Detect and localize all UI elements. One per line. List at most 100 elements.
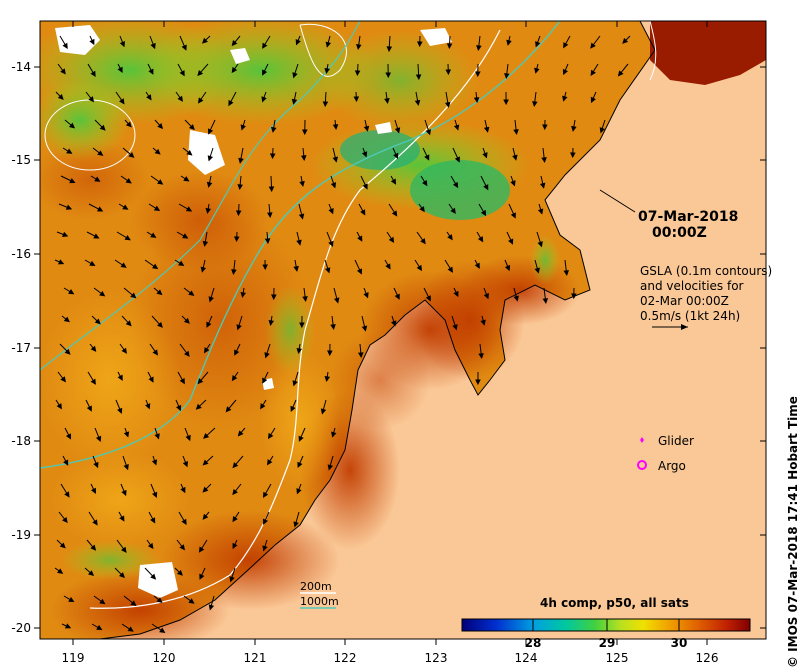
velocity-arrow-head <box>330 182 337 189</box>
velocity-arrow-head <box>125 320 132 327</box>
velocity-arrow-head <box>363 292 369 299</box>
legend-glider: Glider <box>640 434 694 448</box>
velocity-arrow-head <box>330 324 336 331</box>
velocity-arrow-head <box>197 378 204 385</box>
velocity-arrow-head <box>332 156 338 163</box>
velocity-arrow-head <box>89 260 96 267</box>
velocity-arrow-head <box>453 124 460 131</box>
velocity-arrow-head <box>447 266 453 273</box>
velocity-arrow-head <box>506 39 512 46</box>
isobath-200m-north <box>649 21 657 81</box>
lat-tick-label: -14 <box>11 60 31 74</box>
velocity-arrow-head <box>266 212 273 219</box>
velocity-arrow-head <box>197 97 204 104</box>
velocity-arrow-head <box>324 375 331 382</box>
velocity-arrow-head <box>93 461 99 469</box>
velocity-arrow-head <box>68 596 75 603</box>
velocity-arrow-head <box>302 129 308 136</box>
velocity-arrow-head <box>240 124 246 131</box>
velocity-arrow-head <box>237 184 243 191</box>
velocity-arrow-head <box>271 294 277 301</box>
lat-tick-label: -18 <box>11 434 31 448</box>
isobath-legend: 200m 1000m <box>300 580 339 609</box>
velocity-arrow-head <box>480 319 486 326</box>
velocity-arrow-head <box>63 459 69 466</box>
velocity-arrow-head <box>513 129 519 136</box>
velocity-arrow-head <box>299 322 305 329</box>
velocity-arrow-head <box>331 431 337 438</box>
colorbar-tick-label: 28 <box>525 636 542 650</box>
legend-argo-label: Argo <box>658 459 686 473</box>
velocity-arrow-head <box>156 289 163 296</box>
velocity-arrow-head <box>94 176 101 182</box>
velocity-arrow-head <box>240 291 247 298</box>
velocity-arrow-head <box>96 206 104 212</box>
velocity-arrow-head <box>186 149 193 156</box>
velocity-arrow-head <box>300 155 307 162</box>
velocity-arrow-head <box>198 546 205 553</box>
lat-tick-label: -16 <box>11 247 31 261</box>
velocity-arrow-head <box>150 573 157 580</box>
velocity-arrow-head <box>69 178 76 184</box>
lat-tick-label: -17 <box>11 341 31 355</box>
velocity-arrow-head <box>539 182 546 189</box>
velocity-arrow-head <box>90 345 97 352</box>
velocity-arrow-head <box>65 433 72 440</box>
velocity-arrow-head <box>157 321 163 328</box>
velocity-arrow-head <box>394 127 401 134</box>
velocity-arrow-head <box>62 42 68 49</box>
velocity-arrow-head <box>425 295 431 302</box>
velocity-arrow-head <box>235 210 242 217</box>
velocity-arrow-head <box>60 68 66 75</box>
velocity-arrow-head <box>64 623 72 629</box>
lon-tick-label: 120 <box>153 651 176 665</box>
velocity-arrow-head <box>590 96 596 104</box>
velocity-arrow-head <box>125 121 132 128</box>
velocity-arrow-head <box>296 239 302 246</box>
velocity-arrow-head <box>474 262 480 269</box>
velocity-arrow-head <box>302 296 308 303</box>
velocity-arrow-head <box>57 568 64 574</box>
velocity-arrow-head <box>95 435 102 443</box>
velocity-arrow-head <box>483 126 490 133</box>
velocity-arrow-head <box>119 41 126 48</box>
velocity-arrow-head <box>231 374 238 382</box>
velocity-arrow-head <box>328 240 334 247</box>
velocity-arrow-head <box>532 101 538 108</box>
velocity-arrow-head <box>88 570 95 577</box>
velocity-arrow-head <box>202 459 209 466</box>
velocity-arrow-head <box>197 69 204 77</box>
velocity-arrow-head <box>203 432 210 439</box>
velocity-arrow-head <box>475 71 481 78</box>
velocity-arrow-head <box>322 101 329 108</box>
velocity-arrow-head <box>128 152 135 158</box>
velocity-arrow-head <box>208 296 214 303</box>
velocity-arrow-head <box>201 37 208 44</box>
velocity-arrow-head <box>537 241 543 248</box>
velocity-arrow-head <box>236 324 242 331</box>
velocity-arrow-head <box>64 348 71 355</box>
velocity-arrow-head <box>261 96 267 103</box>
velocity-arrow-head <box>480 209 487 217</box>
velocity-arrow-head <box>57 259 65 265</box>
velocity-arrow-head <box>121 546 127 553</box>
velocity-arrow-head <box>152 349 159 356</box>
velocity-arrow-head <box>262 69 268 76</box>
velocity-arrow-head <box>181 44 187 51</box>
velocity-arrow-head <box>446 43 453 50</box>
velocity-arrow-head <box>453 290 459 298</box>
velocity-arrow-head <box>150 517 156 524</box>
lon-tick-label: 122 <box>334 651 357 665</box>
velocity-arrow-head <box>90 487 96 494</box>
lon-tick-label: 119 <box>62 651 85 665</box>
gsla-line-1: GSLA (0.1m contours) <box>640 264 772 278</box>
velocity-arrow-head <box>483 293 489 300</box>
velocity-arrow-head <box>153 205 161 211</box>
velocity-arrow-head <box>622 37 629 44</box>
gsla-line-4: 0.5m/s (1kt 24h) <box>640 309 740 323</box>
velocity-arrow-head <box>363 125 370 132</box>
velocity-arrow-head <box>324 267 331 274</box>
velocity-arrow-head <box>328 208 334 215</box>
velocity-arrow-head <box>535 41 541 48</box>
velocity-arrow-head <box>119 515 125 522</box>
